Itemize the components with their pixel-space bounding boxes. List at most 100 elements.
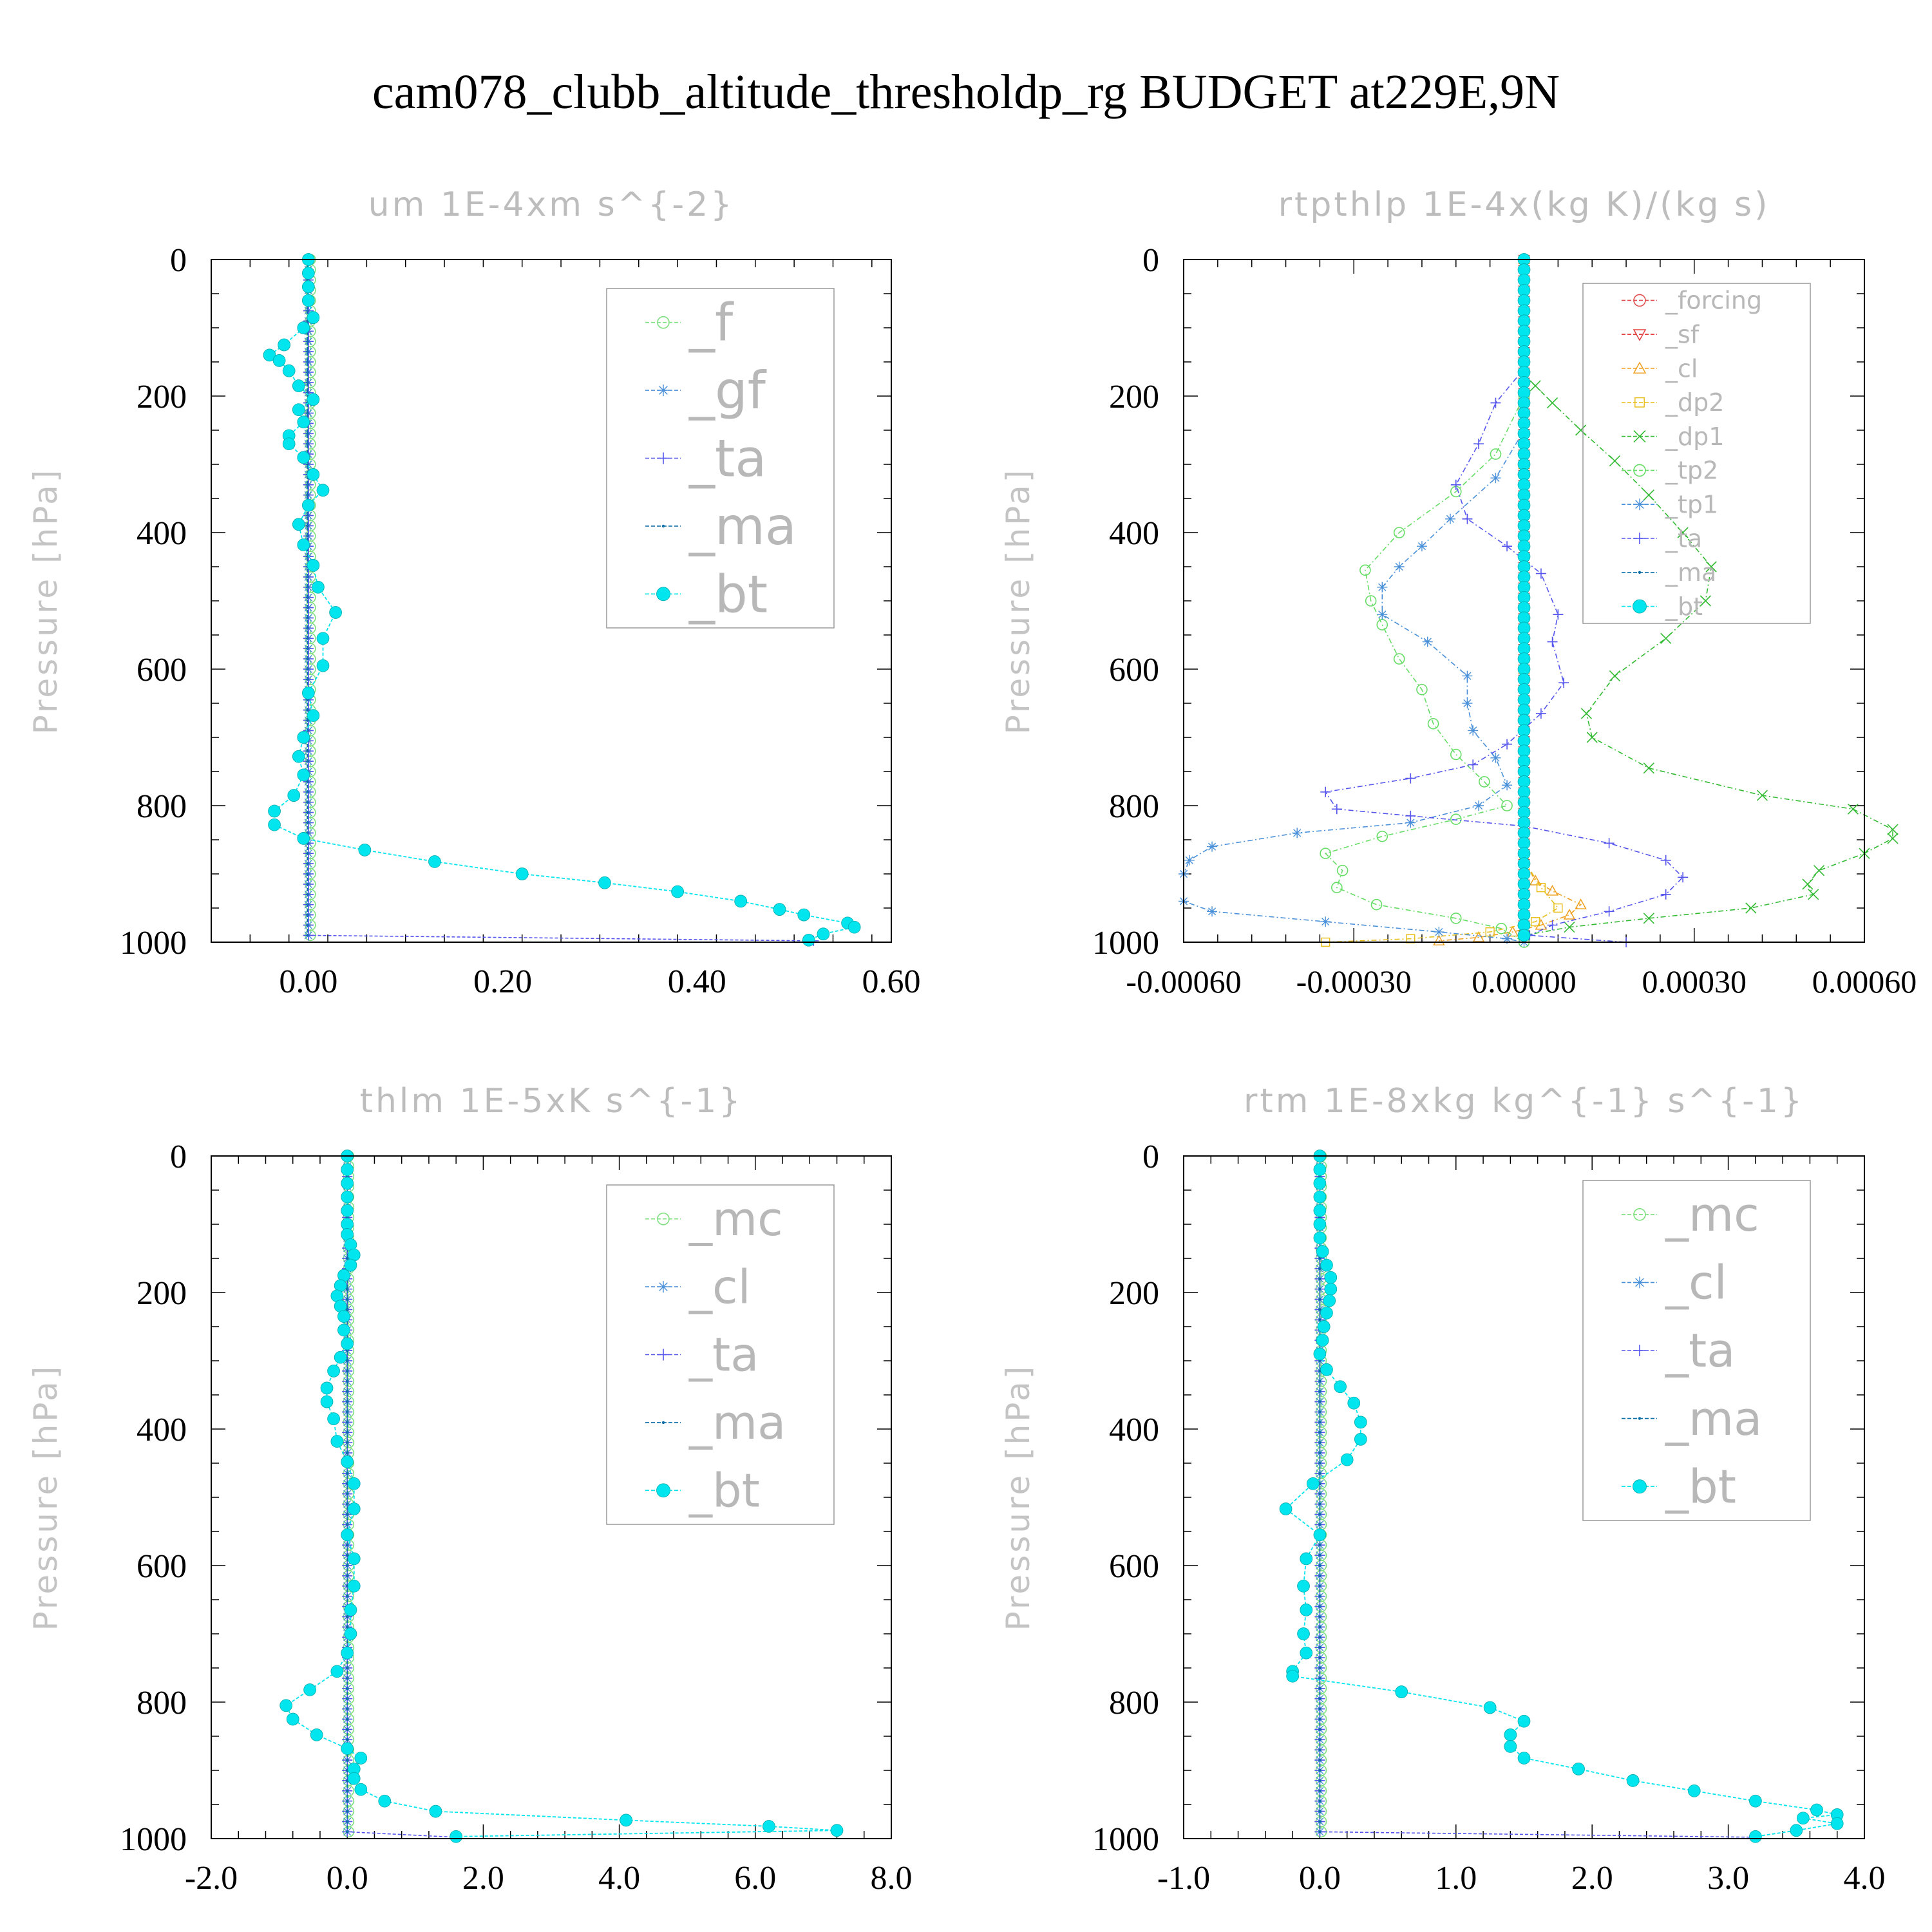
y-tick-label: 400 bbox=[1109, 1412, 1159, 1448]
data-point bbox=[346, 1697, 349, 1700]
data-point bbox=[306, 340, 309, 343]
data-point bbox=[306, 524, 309, 527]
data-point bbox=[1318, 1451, 1321, 1455]
data-point bbox=[346, 1513, 349, 1516]
legend-marker bbox=[658, 1281, 669, 1293]
data-point bbox=[1643, 913, 1654, 924]
legend-box bbox=[1582, 283, 1811, 624]
plot-frame bbox=[211, 1155, 892, 1839]
legend-item: _sf bbox=[1622, 321, 1700, 349]
data-point bbox=[1535, 568, 1546, 579]
data-point bbox=[1318, 1390, 1321, 1393]
legend-item: _mc bbox=[1622, 1188, 1759, 1242]
data-point bbox=[1547, 636, 1558, 647]
data-point bbox=[306, 493, 309, 497]
panel-title: rtpthlp 1E-4x(kg K)/(kg s) bbox=[1278, 185, 1770, 224]
data-point bbox=[310, 1728, 323, 1741]
data-point bbox=[1536, 883, 1546, 893]
data-point bbox=[1316, 1245, 1329, 1258]
data-point bbox=[1749, 1794, 1762, 1808]
legend-item: _tp1 bbox=[1622, 491, 1718, 519]
y-tick-label: 800 bbox=[1109, 788, 1159, 825]
data-point bbox=[1756, 790, 1768, 801]
data-point bbox=[1546, 884, 1558, 896]
legend-item: _ma bbox=[645, 1396, 786, 1450]
data-point bbox=[1416, 541, 1427, 552]
data-point bbox=[1318, 1400, 1321, 1403]
data-point bbox=[306, 606, 309, 609]
legend-label: _forcing bbox=[1665, 287, 1762, 315]
legend-marker bbox=[1633, 361, 1647, 374]
y-tick-label: 200 bbox=[137, 1275, 187, 1312]
legend-box bbox=[606, 1184, 835, 1525]
data-point bbox=[306, 432, 309, 435]
data-point bbox=[346, 1431, 349, 1434]
data-point bbox=[1320, 848, 1332, 859]
series-group bbox=[263, 253, 861, 947]
legend-marker bbox=[658, 1349, 669, 1361]
y-tick-label: 400 bbox=[137, 1412, 187, 1448]
data-point bbox=[762, 1820, 775, 1833]
data-point bbox=[802, 933, 815, 947]
data-point bbox=[347, 1579, 361, 1593]
data-point bbox=[306, 657, 309, 661]
x-tick-label: 0.00060 bbox=[1812, 963, 1917, 999]
data-point bbox=[306, 616, 309, 620]
data-point bbox=[1490, 473, 1501, 484]
data-point bbox=[306, 677, 309, 681]
data-point bbox=[1660, 855, 1671, 866]
data-point bbox=[1318, 1441, 1321, 1444]
data-point bbox=[358, 844, 372, 857]
data-point bbox=[346, 1421, 349, 1424]
x-tick-label: 1.0 bbox=[1435, 1860, 1477, 1897]
data-point bbox=[1468, 725, 1479, 736]
data-point bbox=[334, 1350, 347, 1364]
data-point bbox=[1705, 561, 1717, 573]
data-point bbox=[306, 647, 309, 650]
data-point bbox=[1810, 1803, 1823, 1817]
data-point bbox=[306, 370, 309, 374]
panel-4: rtm 1E-8xkg kg^{-1} s^{-1} Pressure [hPa]… bbox=[999, 1082, 1886, 1897]
legend: _mc _cl _ta _ma _bt bbox=[606, 1184, 835, 1525]
legend: _f _gf _ta _ma _bt bbox=[606, 288, 835, 629]
data-point bbox=[1472, 931, 1485, 942]
legend-label: _dp1 bbox=[1665, 422, 1724, 451]
data-point bbox=[1318, 1318, 1321, 1321]
data-point bbox=[773, 903, 786, 916]
data-point bbox=[1331, 882, 1343, 893]
data-point bbox=[1300, 1646, 1313, 1660]
data-point bbox=[1318, 1492, 1321, 1495]
data-point bbox=[1473, 439, 1484, 450]
data-point bbox=[306, 790, 309, 794]
data-point bbox=[1318, 1421, 1321, 1424]
data-point bbox=[346, 1400, 349, 1403]
y-tick-label: 200 bbox=[137, 379, 187, 415]
data-point bbox=[344, 1604, 357, 1616]
data-point bbox=[306, 893, 309, 896]
data-point bbox=[346, 1544, 349, 1547]
legend-item: _bt bbox=[645, 564, 768, 624]
x-tick-label: 0.40 bbox=[668, 963, 726, 1000]
data-point bbox=[282, 437, 296, 451]
data-point bbox=[306, 821, 309, 824]
data-point bbox=[302, 687, 315, 699]
data-point bbox=[341, 1337, 354, 1350]
data-point bbox=[428, 855, 441, 868]
data-point bbox=[1377, 609, 1388, 620]
data-point bbox=[297, 768, 310, 782]
y-tick-label: 800 bbox=[1109, 1685, 1159, 1721]
data-point bbox=[1405, 810, 1416, 821]
x-tick-label: 0.00000 bbox=[1472, 963, 1577, 999]
legend-marker bbox=[1634, 1276, 1645, 1289]
series-line bbox=[1324, 395, 1525, 943]
data-point bbox=[306, 913, 309, 916]
data-point bbox=[1286, 1669, 1299, 1683]
data-point bbox=[1279, 1502, 1293, 1515]
data-point bbox=[297, 451, 310, 464]
data-point bbox=[306, 535, 309, 538]
plot-frame bbox=[211, 259, 892, 943]
data-point bbox=[1530, 917, 1540, 927]
data-point bbox=[354, 1752, 368, 1765]
data-point bbox=[1318, 1502, 1321, 1506]
